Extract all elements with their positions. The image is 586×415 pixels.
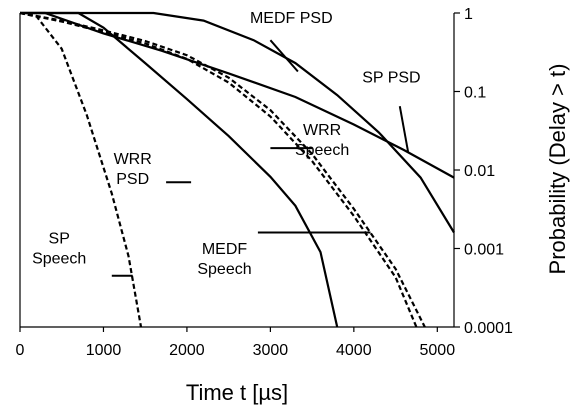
y-tick-label: 0.001 bbox=[464, 242, 504, 259]
y-tick-label: 0.01 bbox=[464, 163, 495, 180]
series-line-wrr-speech bbox=[19, 11, 426, 328]
annotation-label-medf-speech-2: Speech bbox=[197, 261, 251, 278]
series-line-sp-psd bbox=[20, 11, 455, 179]
x-tick-label: 0 bbox=[16, 342, 25, 359]
series-line-sp-speech bbox=[19, 11, 143, 328]
annotation-label-wrr-speech-1: WRR bbox=[303, 122, 341, 139]
series-layer bbox=[19, 11, 455, 328]
y-axis-title: Probability (Delay > t) bbox=[545, 64, 570, 275]
y-tick-label: 0.0001 bbox=[464, 320, 513, 337]
series-line-medf-speech bbox=[19, 11, 418, 328]
annotation-label-wrr-speech-2: Speech bbox=[295, 142, 349, 159]
x-tick-label: 5000 bbox=[420, 342, 456, 359]
annotation-label-sp-speech-2: Speech bbox=[32, 251, 86, 268]
annotation-label-medf-speech-1: MEDF bbox=[202, 241, 248, 258]
annotation-label-wrr-psd-1: WRR bbox=[114, 151, 152, 168]
annotation-leader-sp-psd bbox=[398, 106, 410, 153]
annotation-label-medf-psd-1: MEDF PSD bbox=[250, 10, 333, 27]
annotation-label-wrr-psd-2: PSD bbox=[116, 171, 149, 188]
x-axis-title: Time t [µs] bbox=[186, 380, 288, 405]
x-tick-label: 3000 bbox=[253, 342, 289, 359]
annotation-label-sp-psd-1: SP PSD bbox=[362, 70, 420, 87]
annotation-leader-medf-psd bbox=[269, 39, 299, 73]
annotation-layer: MEDF PSD SP PSD WRR Speech WRR PSD MEDF Speech S… bbox=[32, 10, 421, 278]
x-tick-label: 1000 bbox=[86, 342, 122, 359]
annotation-label-sp-speech-1: SP bbox=[49, 231, 70, 248]
y-tick-label: 1 bbox=[464, 6, 473, 23]
x-tick-label: 4000 bbox=[336, 342, 372, 359]
series-line-medf-psd bbox=[20, 11, 455, 234]
x-tick-label: 2000 bbox=[169, 342, 205, 359]
series-line-wrr-psd bbox=[20, 11, 339, 328]
y-tick-label: 0.1 bbox=[464, 85, 486, 102]
axes-layer: 0 1000 2000 3000 4000 5000 1 0.1 0.01 0.001 0.0001 bbox=[16, 6, 513, 359]
